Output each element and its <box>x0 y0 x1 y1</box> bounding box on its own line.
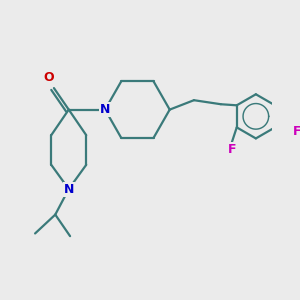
Text: O: O <box>44 71 54 84</box>
Text: F: F <box>228 143 236 156</box>
Text: N: N <box>100 103 110 116</box>
Text: F: F <box>293 125 300 138</box>
Text: N: N <box>64 182 74 196</box>
